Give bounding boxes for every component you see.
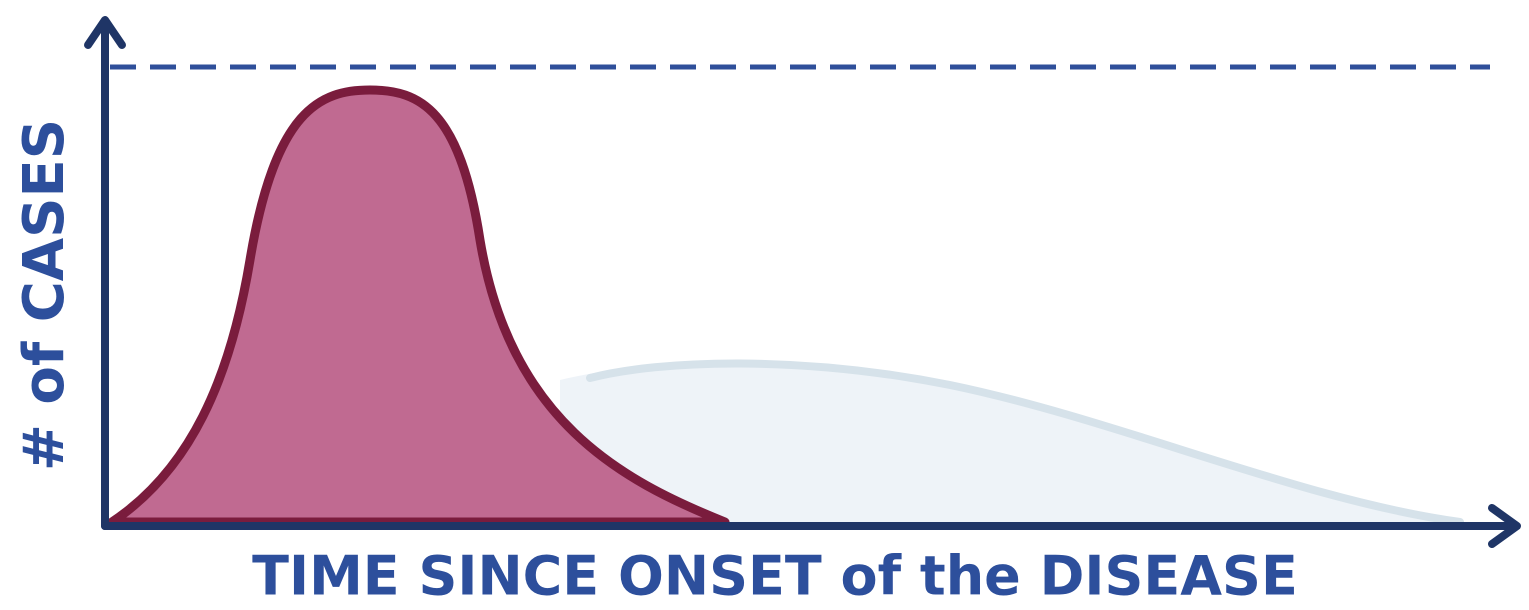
y-axis-arrow (84, 16, 126, 49)
flattened-curve (560, 363, 1460, 522)
y-axis-label: # of CASES (12, 119, 77, 471)
x-axis-arrow (1488, 504, 1521, 548)
peak-curve (107, 85, 730, 527)
flattened-curve-outline (586, 359, 1464, 526)
x-axis-label: TIME SINCE ONSET of the DISEASE (252, 545, 1298, 608)
